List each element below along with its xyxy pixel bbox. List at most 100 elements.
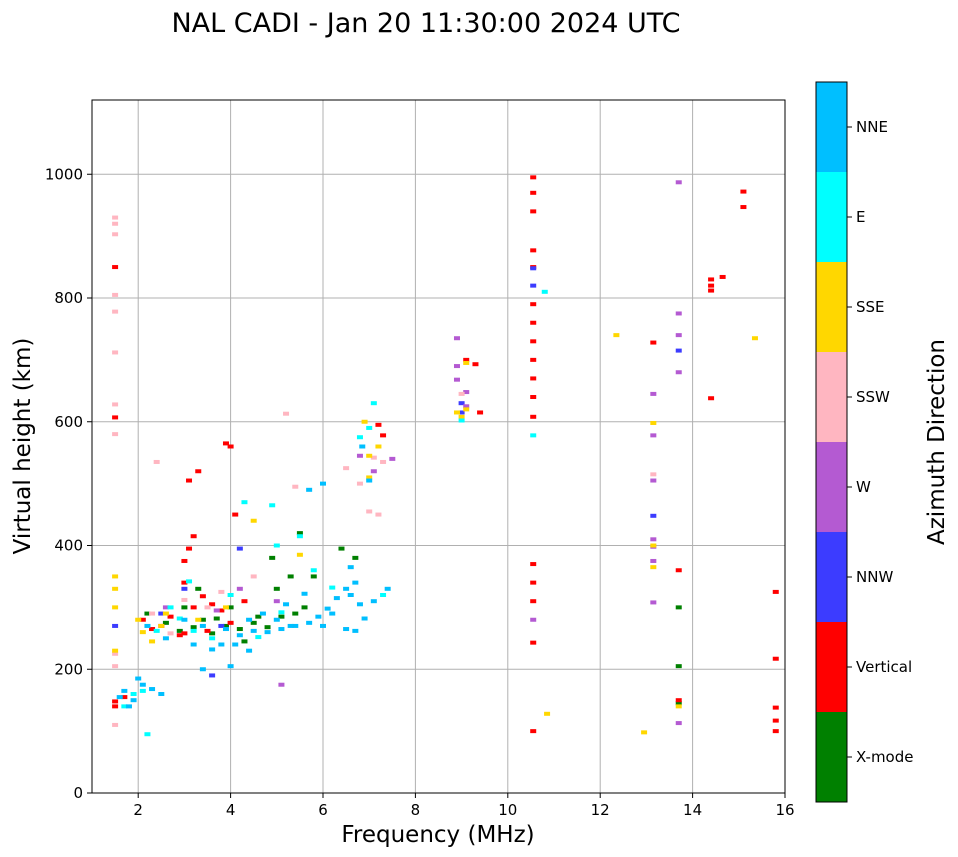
data-point-ssw bbox=[204, 605, 211, 610]
data-point-x-mode bbox=[287, 574, 294, 579]
data-point-nne bbox=[352, 628, 359, 633]
data-point-nne bbox=[259, 611, 266, 616]
data-point-vertical bbox=[772, 589, 779, 594]
data-point-vertical bbox=[112, 704, 119, 709]
colorbar-segment-nne bbox=[816, 82, 847, 172]
data-point-w bbox=[463, 404, 470, 409]
data-point-ssw bbox=[112, 232, 119, 237]
data-point-vertical bbox=[708, 396, 715, 401]
y-axis-label: Virtual height (km) bbox=[10, 338, 36, 555]
data-point-vertical bbox=[530, 580, 537, 585]
data-point-x-mode bbox=[181, 605, 188, 610]
data-point-w bbox=[650, 558, 657, 563]
data-point-w bbox=[162, 605, 169, 610]
colorbar-tick-label: SSE bbox=[856, 298, 885, 316]
data-point-x-mode bbox=[162, 620, 169, 625]
data-point-nne bbox=[121, 688, 128, 693]
data-point-nne bbox=[347, 593, 354, 597]
data-point-vertical bbox=[112, 699, 119, 704]
data-point-sse bbox=[112, 605, 119, 610]
data-point-vertical bbox=[530, 302, 537, 307]
data-point-e bbox=[176, 616, 183, 621]
data-point-nnw bbox=[530, 266, 537, 271]
data-point-sse bbox=[135, 617, 142, 622]
data-point-x-mode bbox=[352, 555, 359, 560]
x-tick-label: 12 bbox=[591, 801, 610, 819]
data-point-sse bbox=[139, 630, 146, 635]
data-point-nnw bbox=[650, 513, 657, 518]
data-point-nne bbox=[139, 682, 146, 687]
data-point-x-mode bbox=[269, 555, 276, 560]
data-point-w bbox=[650, 537, 657, 542]
data-point-e bbox=[209, 636, 216, 641]
data-point-sse bbox=[463, 407, 470, 412]
data-point-vertical bbox=[186, 478, 193, 483]
data-point-e bbox=[121, 704, 128, 709]
data-point-w bbox=[453, 364, 460, 369]
colorbar-segment-ssw bbox=[816, 352, 847, 442]
data-point-ssw bbox=[112, 350, 119, 355]
data-point-nne bbox=[283, 602, 290, 607]
y-tick-label: 1000 bbox=[45, 165, 83, 183]
data-point-e bbox=[139, 688, 146, 693]
data-point-w bbox=[650, 391, 657, 396]
data-point-vertical bbox=[772, 718, 779, 723]
data-point-x-mode bbox=[278, 614, 285, 619]
data-point-nne bbox=[149, 687, 156, 692]
data-point-vertical bbox=[708, 288, 715, 293]
data-point-nne bbox=[181, 617, 188, 622]
data-point-vertical bbox=[675, 698, 682, 703]
data-point-vertical bbox=[530, 248, 537, 253]
data-point-vertical bbox=[530, 376, 537, 381]
data-point-ssw bbox=[112, 664, 119, 669]
data-point-nne bbox=[333, 596, 340, 601]
y-axis: 0 200 400 600 800 1000 bbox=[45, 165, 92, 802]
data-point-e bbox=[144, 732, 151, 737]
data-point-nne bbox=[158, 692, 165, 696]
data-point-sse bbox=[158, 623, 165, 628]
data-points bbox=[112, 175, 779, 737]
data-point-x-mode bbox=[310, 574, 317, 579]
colorbar-frame bbox=[815, 81, 848, 803]
data-point-vertical bbox=[530, 175, 537, 180]
data-point-e bbox=[370, 401, 377, 406]
data-point-e bbox=[241, 500, 248, 505]
data-point-e bbox=[296, 534, 303, 539]
data-point-nne bbox=[250, 628, 257, 633]
data-point-vertical bbox=[650, 340, 657, 345]
data-point-vertical bbox=[176, 633, 183, 638]
data-point-nne bbox=[306, 620, 313, 625]
data-point-ssw bbox=[112, 309, 119, 314]
data-point-nne bbox=[343, 627, 350, 632]
data-point-nne bbox=[222, 627, 229, 632]
data-point-nne bbox=[343, 586, 350, 591]
data-point-e bbox=[186, 579, 193, 584]
data-point-e bbox=[278, 610, 285, 615]
data-point-nne bbox=[347, 565, 354, 570]
data-point-vertical bbox=[227, 620, 234, 625]
data-point-sse bbox=[375, 444, 382, 449]
data-point-sse bbox=[296, 552, 303, 557]
data-point-ssw bbox=[356, 481, 363, 486]
data-point-nne bbox=[366, 478, 373, 483]
data-point-w bbox=[213, 608, 220, 613]
data-point-e bbox=[356, 435, 363, 440]
data-point-w bbox=[650, 433, 657, 438]
data-point-vertical bbox=[149, 627, 156, 632]
y-tick-label: 200 bbox=[54, 660, 83, 678]
data-point-x-mode bbox=[264, 625, 271, 630]
colorbar-segment-e bbox=[816, 172, 847, 262]
data-point-nne bbox=[287, 623, 294, 628]
data-point-w bbox=[463, 390, 470, 395]
data-point-vertical bbox=[112, 415, 119, 420]
data-point-nnw bbox=[158, 611, 165, 616]
data-point-nne bbox=[209, 647, 216, 652]
data-point-w bbox=[370, 469, 377, 474]
data-point-nne bbox=[320, 623, 326, 628]
data-point-w bbox=[675, 311, 682, 316]
colorbar-segment-w bbox=[816, 442, 847, 532]
data-point-x-mode bbox=[338, 546, 345, 551]
data-point-sse bbox=[751, 336, 758, 341]
data-point-vertical bbox=[675, 568, 682, 573]
data-point-x-mode bbox=[199, 617, 206, 622]
